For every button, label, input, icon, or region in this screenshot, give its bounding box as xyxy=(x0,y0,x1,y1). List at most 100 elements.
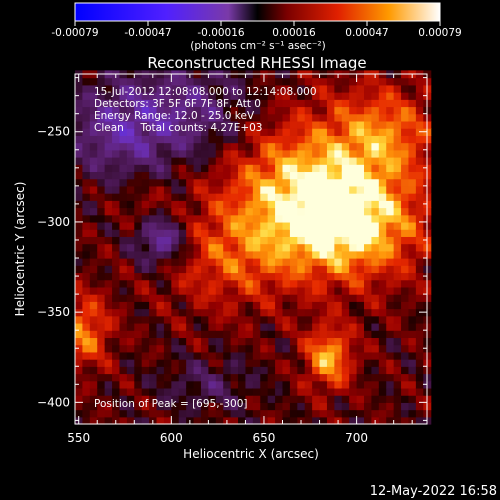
heatmap-cell xyxy=(193,258,202,266)
heatmap-cell xyxy=(401,344,410,353)
heatmap-cell xyxy=(415,156,424,165)
x-tick-label: 700 xyxy=(345,431,368,445)
heatmap-cell xyxy=(75,243,84,252)
heatmap-cell xyxy=(364,395,373,403)
heatmap-cell xyxy=(275,258,284,266)
heatmap-cell xyxy=(267,402,276,411)
heatmap-cell xyxy=(386,128,395,136)
heatmap-cell xyxy=(104,149,113,158)
heatmap-cell xyxy=(401,351,410,360)
heatmap-cell xyxy=(230,221,239,230)
heatmap-cell xyxy=(112,380,121,389)
heatmap-cell xyxy=(319,301,328,310)
heatmap-cell xyxy=(171,265,180,274)
footer-timestamp: 12-May-2022 16:58 xyxy=(370,484,497,499)
heatmap-cell xyxy=(371,373,380,382)
heatmap-cell xyxy=(134,395,143,403)
heatmap-cell xyxy=(364,322,373,331)
heatmap-cell xyxy=(245,409,254,418)
heatmap-cell xyxy=(371,236,380,245)
heatmap-cell xyxy=(364,308,373,317)
heatmap-cell xyxy=(245,243,254,252)
heatmap-cell xyxy=(193,149,202,158)
heatmap-cell xyxy=(393,214,402,223)
heatmap-cell xyxy=(356,128,365,136)
heatmap-cell xyxy=(112,351,121,360)
heatmap-cell xyxy=(371,229,380,237)
heatmap-cell xyxy=(275,207,284,216)
heatmap-cell xyxy=(223,265,232,274)
heatmap-cell xyxy=(215,149,224,158)
heatmap-cell xyxy=(297,395,306,403)
heatmap-cell xyxy=(312,330,321,339)
heatmap-cell xyxy=(386,99,395,108)
heatmap-cell xyxy=(193,351,202,360)
heatmap-cell xyxy=(282,380,291,389)
heatmap-cell xyxy=(319,178,328,187)
heatmap-cell xyxy=(356,373,365,382)
heatmap-cell xyxy=(186,250,195,259)
heatmap-cell xyxy=(289,149,298,158)
heatmap-cell xyxy=(401,250,410,259)
heatmap-cell xyxy=(378,387,387,396)
heatmap-cell xyxy=(75,279,84,288)
heatmap-cell xyxy=(415,243,424,252)
heatmap-cell xyxy=(208,344,217,353)
heatmap-cell xyxy=(252,149,261,158)
heatmap-cell xyxy=(415,135,424,144)
heatmap-cell xyxy=(186,236,195,245)
heatmap-cell xyxy=(319,236,328,245)
heatmap-cell xyxy=(245,258,254,266)
heatmap-cell xyxy=(215,416,224,425)
heatmap-cell xyxy=(126,286,135,295)
heatmap-cell xyxy=(364,207,373,216)
heatmap-cell xyxy=(200,156,209,165)
heatmap-cell xyxy=(149,92,158,100)
heatmap-cell xyxy=(364,106,373,115)
heatmap-cell xyxy=(282,135,291,144)
heatmap-cell xyxy=(156,359,165,367)
heatmap-cell xyxy=(126,387,135,396)
heatmap-cell xyxy=(230,193,239,201)
heatmap-cell xyxy=(89,294,98,302)
heatmap-cell xyxy=(156,337,165,346)
heatmap-cell xyxy=(149,258,158,266)
heatmap-cell xyxy=(386,229,395,237)
heatmap-cell xyxy=(186,337,195,346)
heatmap-cell xyxy=(163,214,172,223)
heatmap-cell xyxy=(267,243,276,252)
heatmap-cell xyxy=(289,344,298,353)
heatmap-cell xyxy=(319,250,328,259)
heatmap-cell xyxy=(126,366,135,375)
heatmap-cell xyxy=(97,128,106,136)
heatmap-cell xyxy=(297,120,306,129)
heatmap-cell xyxy=(171,149,180,158)
heatmap-cell xyxy=(97,286,106,295)
heatmap-cell xyxy=(312,294,321,302)
heatmap-cell xyxy=(171,416,180,425)
heatmap-cell xyxy=(215,106,224,115)
heatmap-cell xyxy=(193,243,202,252)
heatmap-cell xyxy=(378,149,387,158)
heatmap-cell xyxy=(371,200,380,209)
heatmap-cell xyxy=(393,135,402,144)
heatmap-cell xyxy=(75,359,84,367)
heatmap-cell xyxy=(341,279,350,288)
heatmap-cell xyxy=(282,77,291,86)
heatmap-cell xyxy=(215,250,224,259)
heatmap-cell xyxy=(126,373,135,382)
heatmap-cell xyxy=(401,171,410,180)
heatmap-cell xyxy=(312,243,321,252)
heatmap-cell xyxy=(282,236,291,245)
heatmap-cell xyxy=(378,315,387,324)
heatmap-cell xyxy=(275,229,284,237)
heatmap-cell xyxy=(215,142,224,151)
heatmap-cell xyxy=(149,322,158,331)
heatmap-cell xyxy=(163,243,172,252)
x-axis: 550 600 650 700 xyxy=(67,74,413,445)
heatmap-cell xyxy=(371,380,380,389)
heatmap-cell xyxy=(178,301,187,310)
heatmap-cell xyxy=(156,207,165,216)
heatmap-cell xyxy=(186,229,195,237)
heatmap-cell xyxy=(341,337,350,346)
